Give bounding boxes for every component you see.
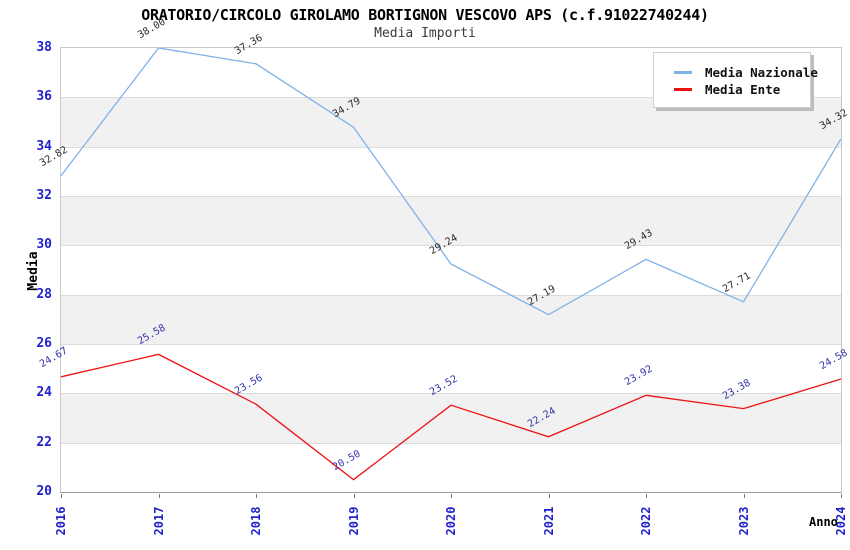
y-tick-label: 30 <box>36 237 52 253</box>
x-tick-mark <box>158 494 160 498</box>
legend-label: Media Ente <box>705 82 781 97</box>
chart-subtitle: Media Importi <box>374 26 476 41</box>
gridline <box>61 146 841 148</box>
grid-band <box>61 393 841 443</box>
x-tick-label: 2023 <box>736 506 751 536</box>
x-tick-mark <box>451 494 452 498</box>
legend-label: Media Nazionale <box>705 65 818 80</box>
x-tick-label: 2018 <box>249 506 263 536</box>
gridline <box>61 344 841 345</box>
x-tick-mark <box>256 494 257 498</box>
legend-marker-media-ente-icon <box>674 88 692 91</box>
grid-band <box>61 344 841 394</box>
y-tick-label: 22 <box>36 434 52 450</box>
y-tick-label: 38 <box>36 40 52 55</box>
y-tick-label: 26 <box>36 336 52 351</box>
gridline <box>61 393 841 395</box>
legend-item-media-nazionale: Media Nazionale <box>674 64 818 81</box>
y-tick-label: 24 <box>36 385 52 401</box>
series-svg <box>60 47 842 481</box>
gridline <box>61 97 841 99</box>
x-tick-label: 2020 <box>444 506 458 536</box>
x-tick-mark <box>353 494 355 498</box>
chart-title: ORATORIO/CIRCOLO GIROLAMO BORTIGNON VESC… <box>141 6 709 24</box>
x-tick-mark <box>841 494 842 498</box>
grid-band <box>61 245 841 295</box>
y-tick-label: 32 <box>36 188 52 203</box>
x-tick-mark <box>743 494 745 498</box>
y-tick-label: 28 <box>36 286 52 302</box>
series-line-media-nazionale <box>60 47 842 316</box>
x-tick-mark <box>646 494 647 498</box>
y-tick-label: 20 <box>36 484 52 499</box>
gridline <box>61 196 841 197</box>
x-tick-mark <box>548 494 550 498</box>
gridline <box>61 245 841 247</box>
series-line-media-ente <box>60 353 842 481</box>
grid-band <box>61 294 841 344</box>
y-tick-label: 36 <box>36 89 52 105</box>
grid-band <box>61 442 841 492</box>
grid-band <box>61 146 841 196</box>
plot-area <box>60 47 842 493</box>
x-tick-label: 2022 <box>639 506 653 536</box>
x-tick-label: 2019 <box>346 506 361 536</box>
y-tick-label: 34 <box>36 138 52 154</box>
gridline <box>61 294 841 296</box>
x-tick-label: 2017 <box>151 506 166 536</box>
x-axis-title: Anno <box>809 515 838 529</box>
legend: Media Nazionale Media Ente <box>653 52 818 108</box>
gridline <box>61 442 841 444</box>
x-tick-label: 2016 <box>54 506 68 536</box>
legend-marker-media-nazionale-icon <box>674 71 692 74</box>
grid-band <box>61 196 841 246</box>
x-tick-label: 2021 <box>541 506 556 536</box>
x-tick-mark <box>61 494 62 498</box>
legend-item-media-ente: Media Ente <box>674 81 802 98</box>
